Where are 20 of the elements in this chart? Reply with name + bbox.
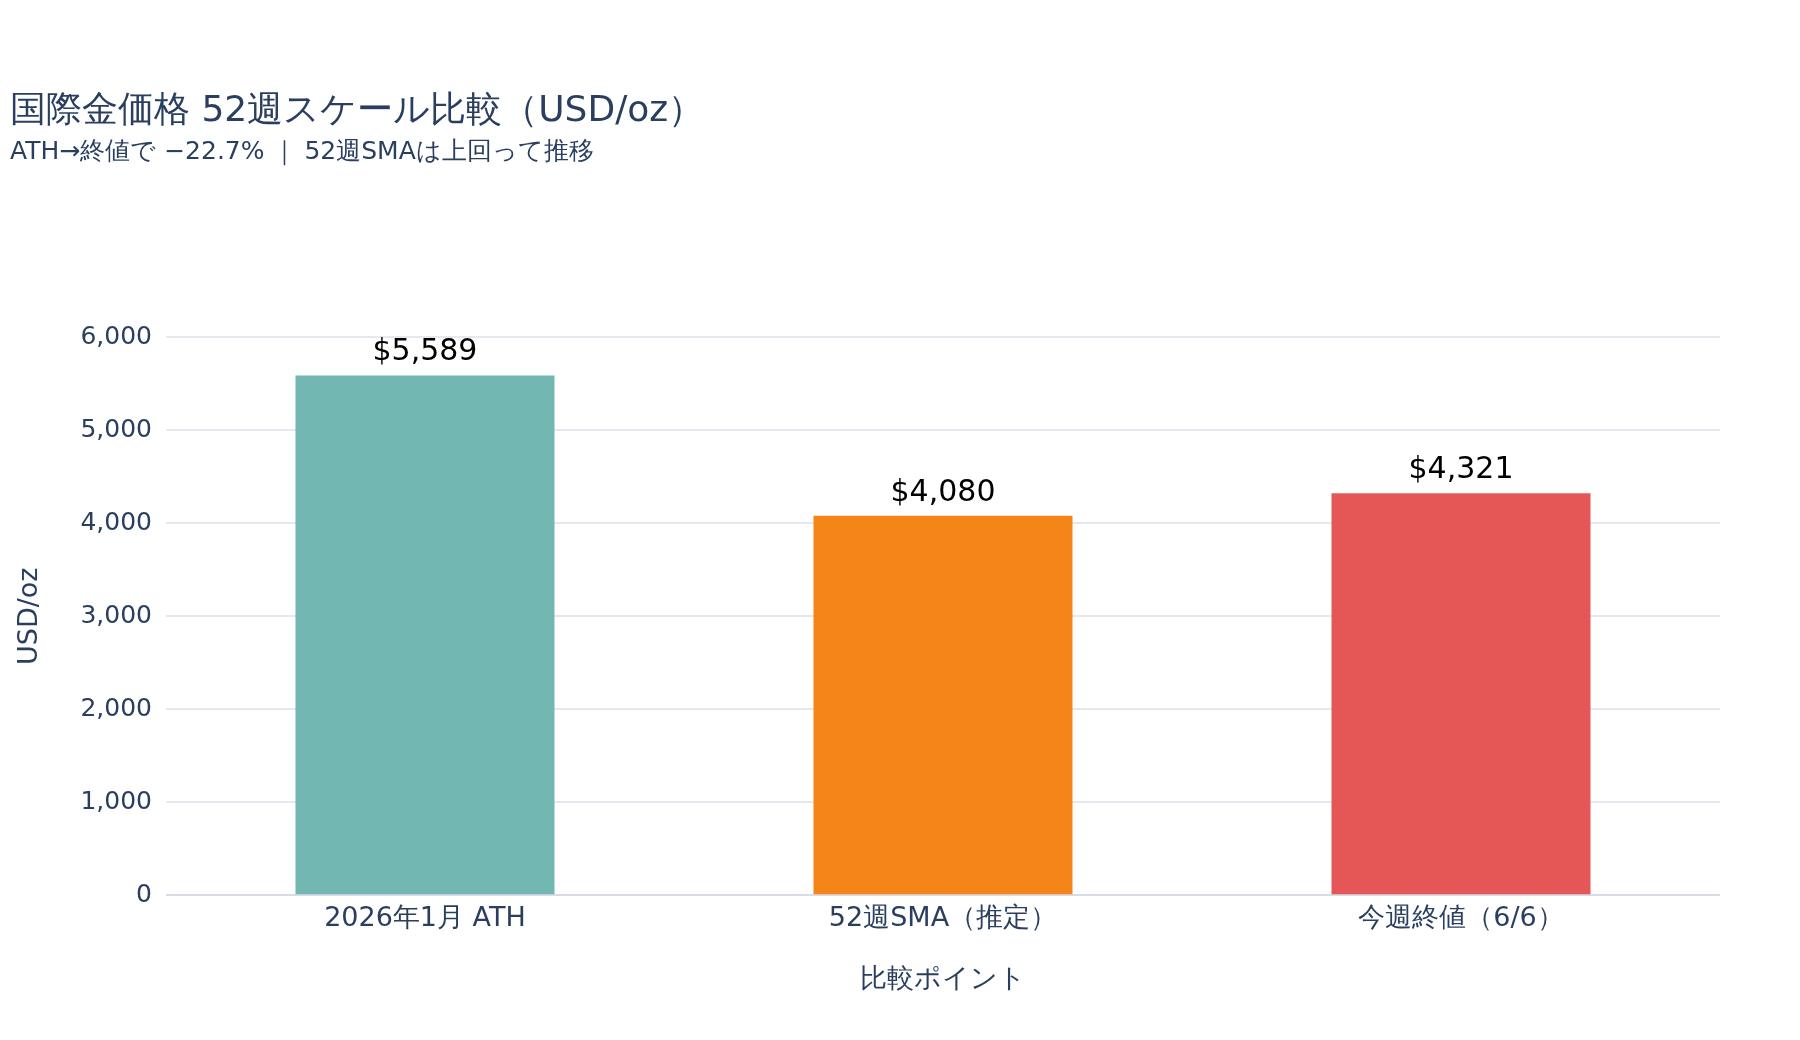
x-axis-title: 比較ポイント bbox=[859, 961, 1026, 993]
bar bbox=[295, 375, 555, 895]
y-axis-title: USD/oz bbox=[12, 567, 44, 665]
data-label: $4,080 bbox=[890, 472, 996, 508]
x-tick-label: 2026年1月 ATH bbox=[324, 901, 526, 933]
data-label: $5,589 bbox=[372, 332, 478, 368]
bar bbox=[1331, 493, 1591, 895]
y-tick-label: 2,000 bbox=[80, 692, 152, 722]
chart-title: 国際金価格 52週スケール比較（USD/oz） bbox=[10, 87, 705, 129]
x-tick-label: 今週終値（6/6） bbox=[1358, 901, 1564, 933]
chart-subtitle: ATH→終値で −22.7% ｜ 52週SMAは上回って推移 bbox=[10, 135, 594, 166]
y-tick-label: 5,000 bbox=[80, 413, 152, 443]
y-tick-label: 4,000 bbox=[80, 506, 152, 536]
x-tick-label: 52週SMA（推定） bbox=[828, 901, 1058, 933]
data-label: $4,321 bbox=[1408, 450, 1514, 486]
y-tick-label: 1,000 bbox=[80, 785, 152, 815]
y-tick-label: 6,000 bbox=[80, 320, 152, 350]
bar bbox=[813, 515, 1073, 895]
y-tick-label: 3,000 bbox=[80, 599, 152, 629]
y-tick-label: 0 bbox=[136, 878, 152, 908]
